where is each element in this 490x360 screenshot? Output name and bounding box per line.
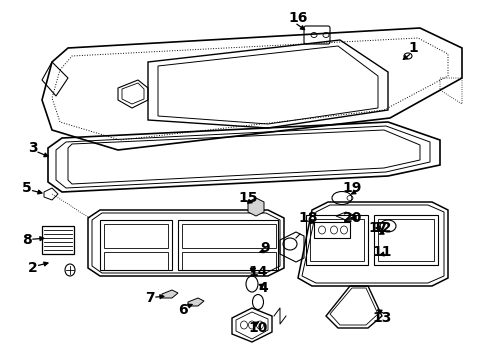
Text: 1: 1 (408, 41, 418, 55)
Text: 15: 15 (238, 191, 258, 205)
Polygon shape (162, 290, 178, 298)
Text: 13: 13 (372, 311, 392, 325)
Text: 10: 10 (248, 321, 268, 335)
Text: 20: 20 (343, 211, 362, 225)
Text: 19: 19 (343, 181, 362, 195)
Text: 3: 3 (28, 141, 38, 155)
Text: 17: 17 (368, 221, 388, 235)
Text: 4: 4 (258, 281, 268, 295)
Text: 6: 6 (178, 303, 188, 317)
Text: 5: 5 (22, 181, 32, 195)
Text: 16: 16 (288, 11, 307, 25)
Text: 2: 2 (28, 261, 38, 275)
Text: 14: 14 (248, 265, 268, 279)
Text: 12: 12 (372, 221, 392, 235)
Text: 9: 9 (260, 241, 270, 255)
Text: 11: 11 (372, 245, 392, 259)
Polygon shape (188, 298, 204, 306)
Text: 18: 18 (298, 211, 318, 225)
Text: 7: 7 (145, 291, 155, 305)
Polygon shape (248, 198, 264, 216)
Text: 8: 8 (22, 233, 32, 247)
